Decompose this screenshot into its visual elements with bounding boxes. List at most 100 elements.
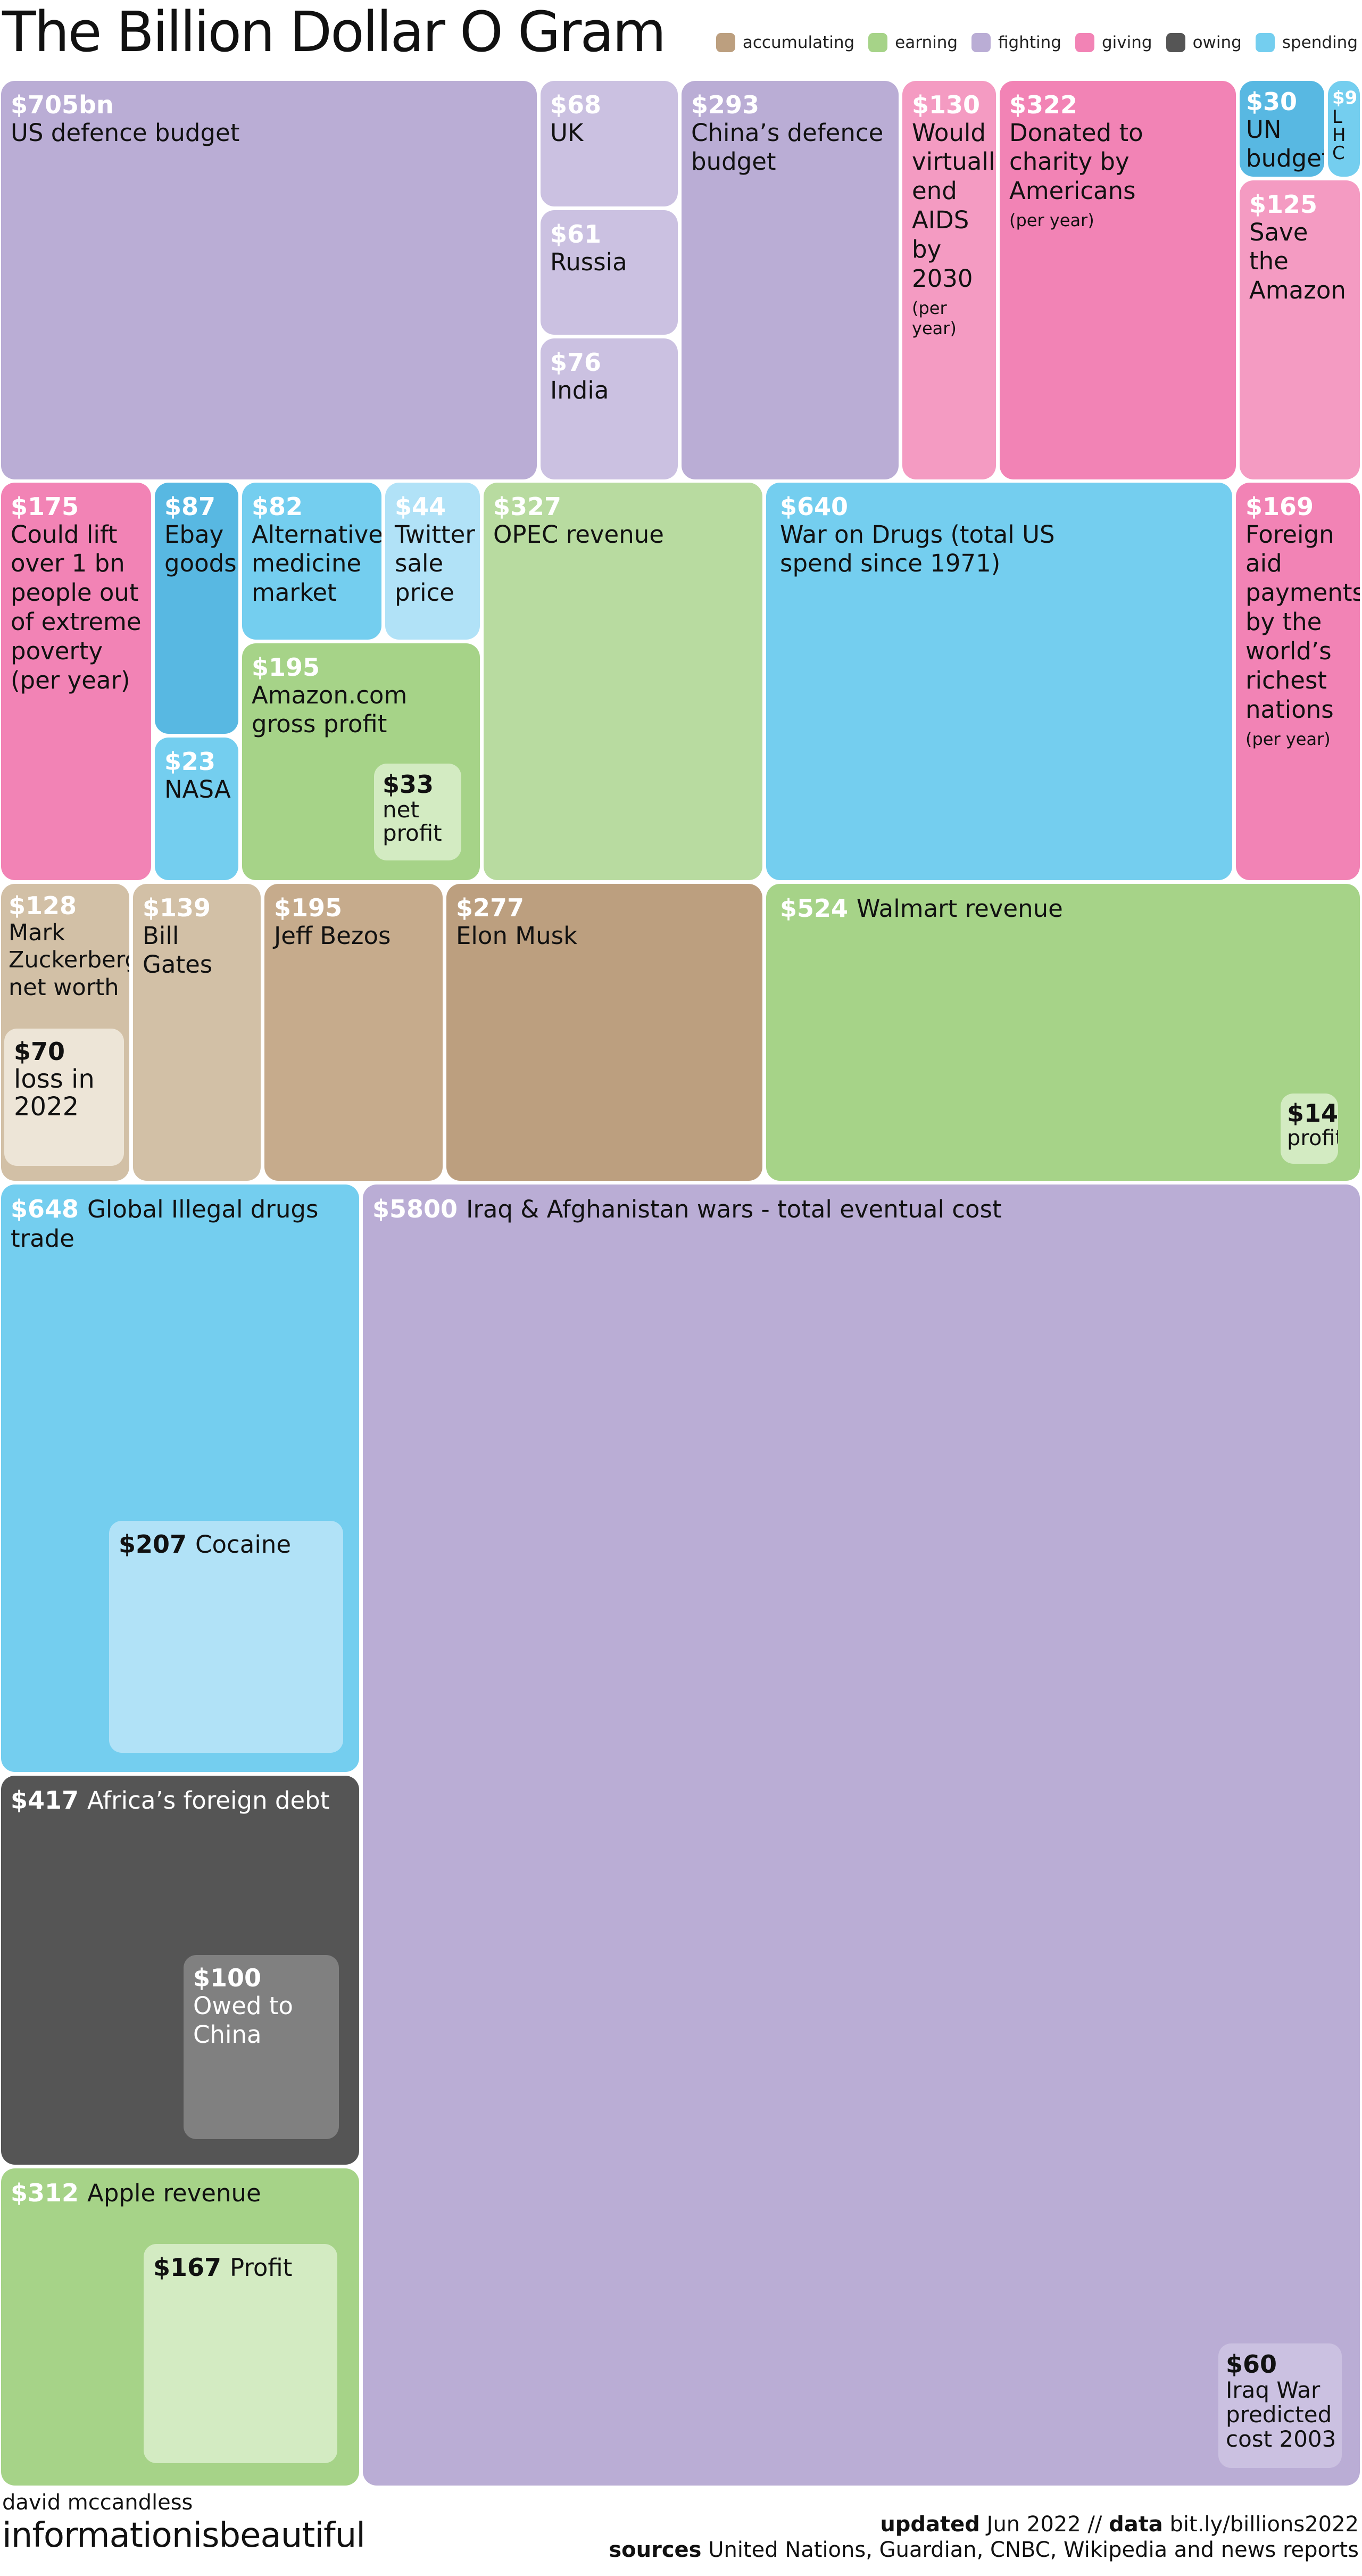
tile-label: Africa’s foreign debt <box>87 1786 330 1815</box>
tile-uk: $68 UK <box>541 81 678 206</box>
chart-title: The Billion Dollar O Gram <box>2 0 666 64</box>
tile-walmart: $524 Walmart revenue $14 profit <box>766 884 1360 1181</box>
tile-walmart-profit: $14 profit <box>1281 1094 1338 1164</box>
tile-label: Save the Amazon <box>1249 218 1346 305</box>
tile-amount: $417 <box>11 1786 88 1815</box>
legend-label: giving <box>1101 33 1152 52</box>
tile-label: Would virtually end AIDS by 2030 <box>912 118 996 293</box>
tile-war-on-drugs: $640 War on Drugs (total US spend since … <box>766 483 1232 880</box>
tile-label: Iraq War predicted cost 2003 <box>1226 2376 1336 2452</box>
tile-amount: $130 <box>912 90 981 119</box>
tile-label: US defence budget <box>11 118 240 147</box>
tile-label-letter: H <box>1332 125 1346 146</box>
tile-amount: $33 <box>383 770 434 799</box>
tile-apple-profit: $167 Profit <box>144 2244 337 2463</box>
tile-label: Profit <box>230 2254 293 2282</box>
tile-cocaine: $207 Cocaine <box>109 1521 343 1753</box>
tile-amount: $195 <box>252 653 320 682</box>
tile-jeff-bezos: $195 Jeff Bezos <box>264 884 443 1181</box>
tile-label: China’s defence budget <box>691 118 884 176</box>
tile-label: Jeff Bezos <box>274 921 391 950</box>
tile-amount: $100 <box>193 1964 262 1992</box>
tile-iraq-predicted: $60 Iraq War predicted cost 2003 <box>1218 2343 1342 2468</box>
brand-logo: informationisbeautiful <box>2 2516 366 2555</box>
tile-amount: $61 <box>550 220 602 249</box>
author-name: david mccandless <box>2 2490 193 2515</box>
tile-amount: $87 <box>164 492 216 521</box>
tile-iraq-afghan: $5800 Iraq & Afghanistan wars - total ev… <box>363 1185 1360 2486</box>
tile-label: UN budget <box>1246 115 1324 173</box>
footer-credits: david mccandless informationisbeautiful <box>2 2490 366 2555</box>
footer-line-sources: sources United Nations, Guardian, CNBC, … <box>609 2537 1359 2563</box>
legend-label: spending <box>1282 33 1358 52</box>
tile-note: (per year) <box>912 297 957 338</box>
tile-africa-debt: $417 Africa’s foreign debt $100 Owed to … <box>1 1776 359 2165</box>
tile-amount: $195 <box>274 893 343 922</box>
tile-label: loss in 2022 <box>14 1064 95 1122</box>
tile-amount: $68 <box>550 90 602 119</box>
tile-label: Twitter sale price <box>395 520 475 607</box>
tile-label: UK <box>550 118 584 147</box>
tile-foreign-aid: $169 Foreign aid payments by the world’s… <box>1236 483 1360 880</box>
tile-russia: $61 Russia <box>541 210 678 335</box>
tile-label-letter: L <box>1332 106 1342 128</box>
tile-amount: $293 <box>691 90 760 119</box>
footer-line-updated: updated Jun 2022 // data bit.ly/billions… <box>609 2512 1359 2537</box>
tile-amount: $14 <box>1287 1099 1338 1128</box>
tile-label: Owed to China <box>193 1991 293 2049</box>
legend-swatch <box>1075 33 1094 52</box>
tile-elon-musk: $277 Elon Musk <box>446 884 762 1181</box>
legend-label: owing <box>1192 33 1242 52</box>
legend-item-earning: earning <box>868 33 958 52</box>
tile-label: Bill Gates <box>143 921 213 979</box>
tile-label-letter: C <box>1332 143 1345 164</box>
tile-ebay: $87 Ebay goods <box>155 483 238 734</box>
tile-amount: $60 <box>1226 2350 1277 2379</box>
tile-amount: $640 <box>780 492 849 521</box>
tile-amount: $9 <box>1332 87 1358 109</box>
legend-item-fighting: fighting <box>971 33 1061 52</box>
tile-amazon-profit: $195 Amazon.com gross profit $33 net pro… <box>242 643 480 880</box>
legend-swatch <box>1166 33 1185 52</box>
data-label: data <box>1109 2512 1163 2537</box>
legend-label: accumulating <box>742 33 855 52</box>
tile-amount: $70 <box>14 1037 65 1066</box>
tile-amount: $128 <box>9 891 77 920</box>
tile-label: Mark Zuckerberg net worth <box>9 919 129 1001</box>
tile-label: Cocaine <box>195 1530 292 1559</box>
legend-swatch <box>971 33 991 52</box>
legend-label: earning <box>895 33 958 52</box>
tile-label: Alternative medicine market <box>252 520 381 607</box>
tile-label: Global Illegal drugs trade <box>11 1195 319 1253</box>
tile-amount: $175 <box>11 492 79 521</box>
tile-label: NASA <box>164 775 231 804</box>
tile-label: net profit <box>383 796 442 846</box>
tile-amazon-net: $33 net profit <box>374 764 461 860</box>
tile-label: Elon Musk <box>456 921 578 950</box>
tile-amount: $5800 <box>372 1195 467 1223</box>
tile-amount: $322 <box>1009 90 1078 119</box>
tile-zuck-loss: $70 loss in 2022 <box>4 1029 124 1166</box>
tile-lhc: $9 L H C <box>1328 81 1360 177</box>
updated-value: Jun 2022 // <box>986 2512 1102 2537</box>
tile-label: India <box>550 376 609 404</box>
tile-label: War on Drugs (total US spend since 1971) <box>780 520 1055 578</box>
tile-label: Donated to charity by Americans <box>1009 118 1143 205</box>
tile-drugs-trade: $648 Global Illegal drugs trade $207 Coc… <box>1 1185 359 1772</box>
tile-label: Ebay goods <box>164 520 237 578</box>
tile-amount: $23 <box>164 747 216 776</box>
tile-amount: $167 <box>153 2253 230 2282</box>
tile-amount: $277 <box>456 893 525 922</box>
legend-swatch <box>1255 33 1275 52</box>
tile-amount: $44 <box>395 492 446 521</box>
tile-amount: $139 <box>143 893 211 922</box>
tile-un-budget: $30 UN budget <box>1240 81 1324 177</box>
data-link[interactable]: bit.ly/billions2022 <box>1169 2512 1359 2537</box>
tile-amount: $207 <box>119 1530 196 1559</box>
tile-label: Russia <box>550 247 627 276</box>
tile-label: profit <box>1287 1125 1338 1150</box>
tile-china-defence: $293 China’s defence budget <box>682 81 899 479</box>
tile-label: Walmart revenue <box>857 894 1063 923</box>
tile-amount: $30 <box>1246 87 1298 116</box>
tile-alt-medicine: $82 Alternative medicine market <box>242 483 381 640</box>
